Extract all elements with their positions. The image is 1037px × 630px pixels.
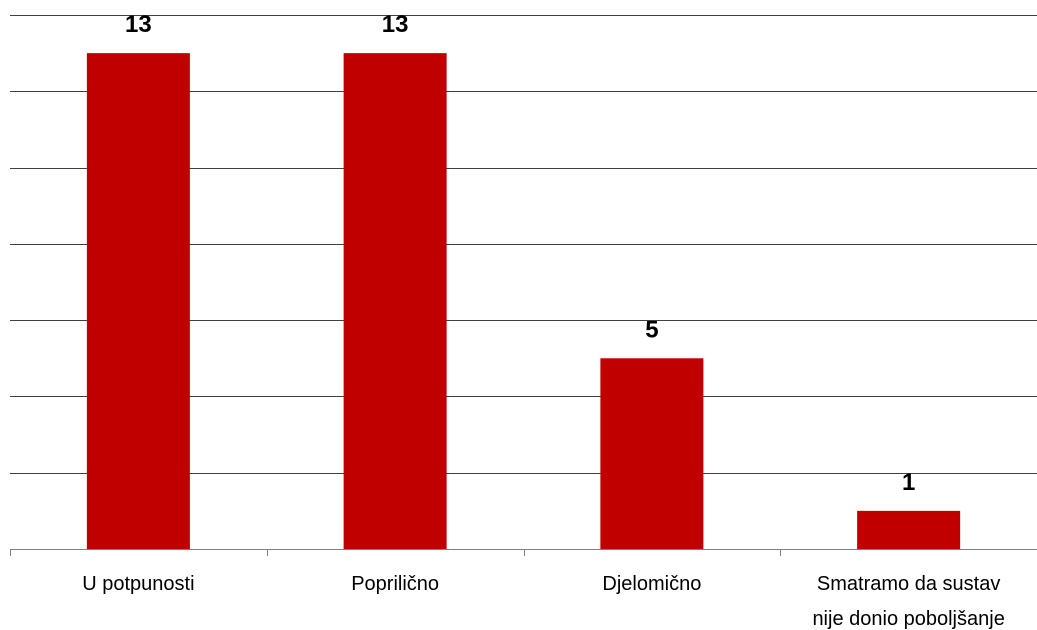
x-axis <box>10 549 1037 556</box>
bar <box>857 510 961 549</box>
category-label: nije donio poboljšanje <box>812 608 1004 630</box>
category-label: U potpunosti <box>82 573 194 595</box>
data-label: 1 <box>902 469 915 496</box>
data-label: 13 <box>382 11 409 38</box>
bars <box>86 53 961 550</box>
category-label: Smatramo da sustav <box>817 573 1000 595</box>
bar <box>343 53 447 550</box>
data-label: 13 <box>125 11 152 38</box>
category-label: Djelomično <box>602 573 701 595</box>
bar <box>86 53 190 550</box>
bar <box>600 358 704 549</box>
category-label: Popriličnо <box>351 573 439 595</box>
category-labels: U potpunosti Popriličnо Djelomično Smatramo… <box>82 573 1005 630</box>
data-labels: 13 13 5 1 <box>125 11 915 496</box>
data-label: 5 <box>645 316 658 343</box>
